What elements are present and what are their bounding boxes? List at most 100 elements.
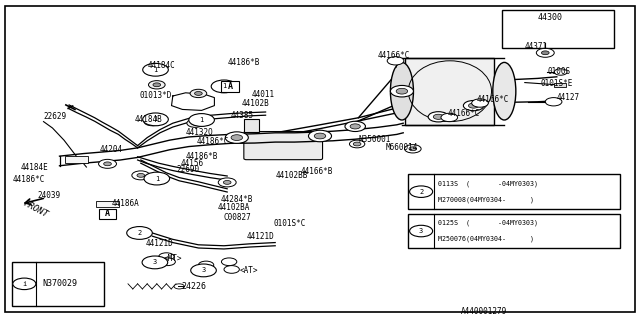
Text: 44102BB: 44102BB bbox=[275, 172, 308, 180]
Text: 0101S*C: 0101S*C bbox=[274, 220, 307, 228]
Circle shape bbox=[349, 140, 365, 148]
Text: 44132O: 44132O bbox=[186, 128, 213, 137]
Text: M250076(04MY0304-      ): M250076(04MY0304- ) bbox=[438, 236, 534, 242]
Bar bbox=[65, 156, 88, 163]
Bar bbox=[221, 81, 239, 92]
Text: 44284*B: 44284*B bbox=[221, 196, 253, 204]
Text: M660014: M660014 bbox=[386, 143, 419, 152]
Text: 44300: 44300 bbox=[538, 13, 563, 22]
Circle shape bbox=[127, 227, 152, 239]
Bar bbox=[99, 209, 116, 219]
Circle shape bbox=[104, 162, 111, 166]
Bar bbox=[96, 201, 119, 207]
Circle shape bbox=[143, 63, 168, 76]
FancyBboxPatch shape bbox=[244, 132, 323, 160]
Circle shape bbox=[409, 147, 417, 151]
Circle shape bbox=[211, 80, 237, 93]
Circle shape bbox=[231, 135, 243, 140]
Circle shape bbox=[472, 99, 488, 107]
Circle shape bbox=[225, 132, 248, 143]
Circle shape bbox=[143, 113, 168, 126]
Text: 2: 2 bbox=[138, 230, 141, 236]
Text: 44156: 44156 bbox=[181, 159, 204, 168]
Text: A: A bbox=[228, 82, 233, 91]
Bar bbox=[408, 174, 620, 209]
Circle shape bbox=[174, 284, 184, 289]
Circle shape bbox=[224, 266, 239, 273]
Circle shape bbox=[428, 112, 449, 122]
Text: 1: 1 bbox=[222, 84, 226, 89]
Circle shape bbox=[142, 256, 168, 269]
Text: 0113S  (       -04MY0303): 0113S ( -04MY0303) bbox=[438, 180, 538, 187]
Text: 3: 3 bbox=[153, 260, 157, 265]
Circle shape bbox=[137, 173, 145, 177]
Circle shape bbox=[536, 48, 554, 57]
Text: 24039: 24039 bbox=[37, 191, 60, 200]
Circle shape bbox=[468, 103, 479, 108]
Text: M270008(04MY0304-      ): M270008(04MY0304- ) bbox=[438, 196, 534, 203]
Circle shape bbox=[99, 159, 116, 168]
Circle shape bbox=[144, 172, 170, 185]
Text: 44121D: 44121D bbox=[246, 232, 274, 241]
Circle shape bbox=[410, 186, 433, 197]
Text: 3: 3 bbox=[202, 268, 205, 273]
Text: 1: 1 bbox=[154, 67, 157, 73]
Text: 44102B: 44102B bbox=[241, 100, 269, 108]
Text: 44166*C: 44166*C bbox=[477, 95, 509, 104]
Circle shape bbox=[189, 114, 214, 126]
Circle shape bbox=[433, 114, 444, 119]
Circle shape bbox=[404, 145, 421, 153]
Text: 3: 3 bbox=[419, 228, 423, 234]
Circle shape bbox=[554, 69, 567, 75]
Circle shape bbox=[463, 100, 484, 111]
Text: 44127: 44127 bbox=[557, 93, 580, 102]
Ellipse shape bbox=[390, 62, 413, 120]
Circle shape bbox=[132, 171, 150, 180]
Circle shape bbox=[390, 85, 413, 97]
Circle shape bbox=[191, 121, 199, 125]
Text: 1: 1 bbox=[154, 116, 157, 122]
Circle shape bbox=[545, 98, 562, 106]
Circle shape bbox=[148, 81, 165, 89]
Text: 44184B: 44184B bbox=[134, 116, 162, 124]
Circle shape bbox=[441, 113, 458, 122]
Text: 44102BA: 44102BA bbox=[218, 204, 250, 212]
Circle shape bbox=[345, 121, 365, 132]
Circle shape bbox=[191, 264, 216, 277]
Text: A440001279: A440001279 bbox=[461, 308, 507, 316]
Circle shape bbox=[350, 124, 360, 129]
Circle shape bbox=[144, 117, 161, 126]
Text: 0100S: 0100S bbox=[547, 68, 570, 76]
Circle shape bbox=[160, 258, 175, 266]
Text: 44186*B: 44186*B bbox=[186, 152, 218, 161]
Bar bbox=[408, 214, 620, 248]
Ellipse shape bbox=[493, 62, 516, 120]
Text: A: A bbox=[105, 209, 110, 218]
Text: C00827: C00827 bbox=[224, 213, 252, 222]
Text: 01013*D: 01013*D bbox=[140, 92, 172, 100]
Text: 22690: 22690 bbox=[176, 165, 199, 174]
Text: 44186*C: 44186*C bbox=[13, 175, 45, 184]
Text: 1: 1 bbox=[200, 117, 204, 123]
Circle shape bbox=[218, 178, 236, 187]
Text: 44204: 44204 bbox=[99, 145, 122, 154]
Circle shape bbox=[221, 258, 237, 266]
Circle shape bbox=[541, 51, 549, 55]
Circle shape bbox=[353, 142, 361, 146]
Circle shape bbox=[308, 130, 332, 142]
Bar bbox=[12, 262, 104, 306]
Text: 44184E: 44184E bbox=[21, 163, 49, 172]
Text: 44371: 44371 bbox=[525, 42, 548, 51]
Circle shape bbox=[195, 92, 202, 95]
Text: <MT>: <MT> bbox=[163, 254, 182, 263]
Circle shape bbox=[410, 225, 433, 237]
Circle shape bbox=[153, 83, 161, 87]
Text: 1: 1 bbox=[155, 176, 159, 181]
Circle shape bbox=[198, 261, 214, 269]
Bar bbox=[502, 10, 614, 48]
Circle shape bbox=[13, 278, 36, 290]
Text: N350001: N350001 bbox=[358, 135, 391, 144]
Text: 44186A: 44186A bbox=[112, 199, 140, 208]
Text: 2: 2 bbox=[419, 189, 423, 195]
Text: 44184C: 44184C bbox=[147, 61, 175, 70]
